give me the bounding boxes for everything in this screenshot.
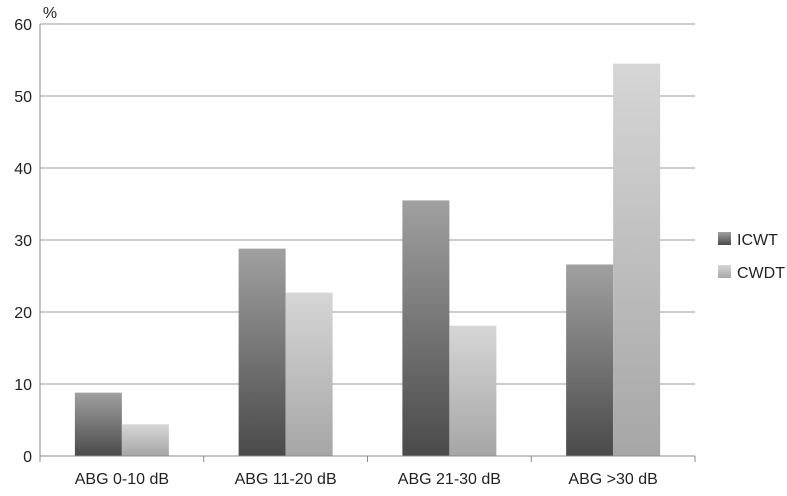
bar-icwt-3 [566,264,614,456]
y-tick-label: 60 [14,17,32,34]
legend-swatch-cwdt [718,265,731,278]
bar-icwt-0 [74,392,122,456]
bar-cwdt-0 [121,424,169,456]
bar-icwt-1 [238,248,286,456]
x-tick-label: ABG 0-10 dB [75,471,169,488]
y-tick-label: 30 [14,233,32,250]
legend: ICWT CWDT [718,232,785,282]
bar-cwdt-3 [613,63,661,456]
y-tick-label: 0 [23,449,32,466]
x-tick-label: ABG >30 dB [568,471,657,488]
bar-cwdt-1 [285,292,333,456]
legend-swatch-icwt [718,232,731,245]
legend-label-cwdt: CWDT [737,265,785,282]
y-tick-label: 50 [14,89,32,106]
y-axis-label: % [43,5,57,22]
y-tick-label: 40 [14,161,32,178]
y-tick-label: 10 [14,377,32,394]
axes: 0 10 20 30 40 50 60 ABG 0-10 dB ABG 11-20 dB ABG … [14,17,696,488]
bar-cwdt-2 [449,325,497,456]
x-tick-label: ABG 11-20 dB [235,471,337,488]
y-tick-label: 20 [14,305,32,322]
bars [74,63,661,456]
gridlines [40,23,695,457]
bar-icwt-2 [402,200,450,456]
x-tick-label: ABG 21-30 dB [398,471,501,488]
legend-label-icwt: ICWT [737,232,778,249]
